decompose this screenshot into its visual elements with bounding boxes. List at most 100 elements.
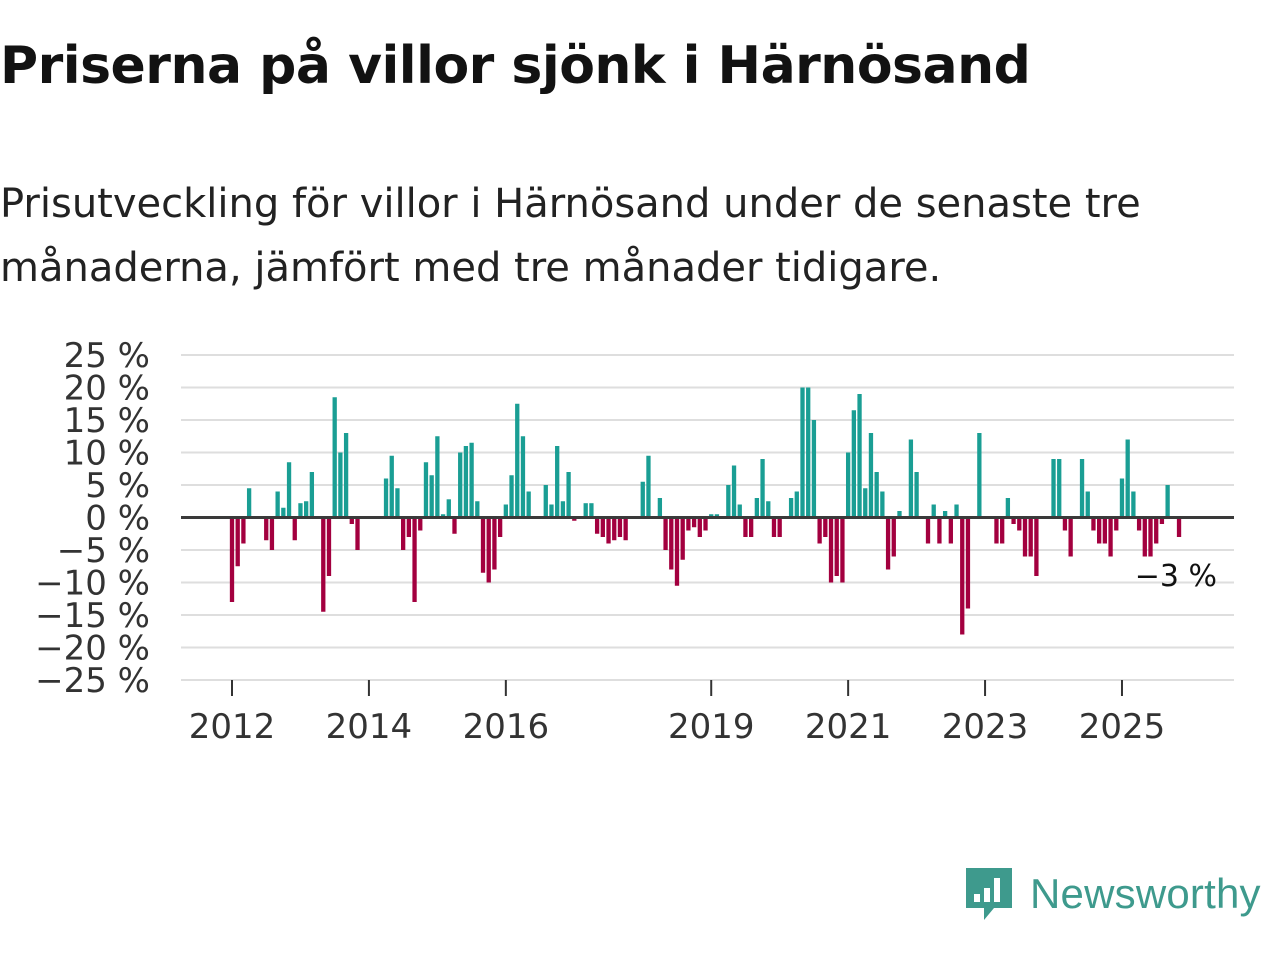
- bar: [994, 517, 999, 544]
- bar: [418, 517, 423, 531]
- bar: [338, 452, 343, 518]
- bar: [549, 504, 554, 518]
- bar: [908, 439, 914, 518]
- bar: [754, 498, 760, 518]
- bar: [555, 446, 560, 518]
- bar: [885, 517, 891, 570]
- bar: [937, 517, 942, 544]
- brand-logo: Newsworthy: [962, 862, 1261, 926]
- bar: [863, 488, 868, 518]
- y-tick-label: 15 %: [64, 401, 150, 441]
- bar: [429, 475, 434, 518]
- bar: [389, 455, 394, 518]
- bar: [640, 481, 645, 518]
- bar: [566, 472, 571, 518]
- bar: [948, 517, 953, 544]
- bar: [1136, 517, 1142, 531]
- bar: [697, 517, 702, 537]
- bar: [1102, 517, 1108, 544]
- bar: [606, 517, 611, 544]
- bar: [669, 517, 674, 570]
- x-tick-label: 2016: [463, 707, 550, 747]
- y-tick-label: −5 %: [57, 531, 150, 571]
- bar: [1000, 517, 1005, 544]
- bar: [275, 491, 280, 518]
- bar: [771, 517, 777, 537]
- bar: [1091, 517, 1096, 531]
- bar: [703, 517, 708, 531]
- bar: [868, 433, 874, 518]
- bar: [623, 517, 628, 541]
- x-tick-label: 2019: [668, 707, 755, 747]
- bar: [1159, 517, 1165, 524]
- bar: [1034, 517, 1039, 576]
- bar: [840, 517, 845, 583]
- bar: [806, 387, 811, 518]
- bar: [931, 504, 936, 518]
- bar: [326, 517, 332, 576]
- bar: [811, 420, 817, 518]
- bar: [594, 517, 600, 534]
- y-tick-label: −15 %: [35, 596, 150, 636]
- bar: [292, 517, 297, 541]
- y-tick-label: −25 %: [35, 661, 150, 701]
- bar: [1114, 517, 1119, 531]
- bar: [520, 436, 526, 518]
- bar: [492, 517, 497, 570]
- bar: [977, 433, 982, 518]
- bar: [1057, 459, 1062, 518]
- bar: [423, 462, 429, 518]
- bar: [1148, 517, 1153, 557]
- y-tick-label: 20 %: [64, 369, 150, 409]
- bar: [321, 517, 326, 612]
- bar: [743, 517, 748, 537]
- bar: [726, 485, 731, 518]
- bar: [526, 491, 531, 518]
- bar: [612, 517, 617, 541]
- bar: [463, 446, 469, 518]
- bar: [269, 517, 275, 550]
- brand-name: Newsworthy: [1030, 870, 1261, 917]
- bar: [1165, 485, 1170, 518]
- bar: [794, 491, 799, 518]
- bar: [965, 517, 971, 609]
- bar: [828, 517, 834, 583]
- bar: [589, 503, 594, 518]
- bar: [1142, 517, 1147, 557]
- bar: [1176, 517, 1182, 537]
- bar: [817, 517, 822, 544]
- bar: [343, 433, 349, 518]
- bar: [286, 462, 292, 518]
- bar: [874, 472, 879, 518]
- bar: [1131, 491, 1136, 518]
- bar: [737, 504, 742, 518]
- bar: [446, 499, 451, 518]
- bar: [383, 478, 389, 518]
- bar: [800, 387, 805, 518]
- bar: [349, 517, 354, 524]
- y-tick-label: 0 %: [85, 499, 150, 539]
- bar: [1062, 517, 1068, 531]
- x-tick-label: 2025: [1079, 707, 1166, 747]
- bar: [857, 394, 862, 518]
- bar: [960, 517, 965, 635]
- bar: [749, 517, 754, 537]
- bar-chart: 25 %20 %15 %10 %5 %0 %−5 %−10 %−15 %−20 …: [35, 336, 1234, 747]
- bar: [1119, 478, 1125, 518]
- bar: [1005, 498, 1011, 518]
- bar: [777, 517, 782, 537]
- bar: [1051, 459, 1056, 518]
- x-tick-label: 2021: [805, 707, 892, 747]
- bar: [355, 517, 360, 550]
- bar: [1125, 439, 1130, 518]
- bar: [851, 410, 856, 518]
- last-value-label: −3 %: [1135, 559, 1217, 594]
- bar: [880, 491, 885, 518]
- bar: [617, 517, 623, 537]
- bar: [509, 475, 514, 518]
- bar: [560, 501, 566, 518]
- bar: [1108, 517, 1113, 557]
- bar: [845, 452, 851, 518]
- y-tick-label: 25 %: [64, 336, 150, 376]
- bar: [241, 517, 246, 544]
